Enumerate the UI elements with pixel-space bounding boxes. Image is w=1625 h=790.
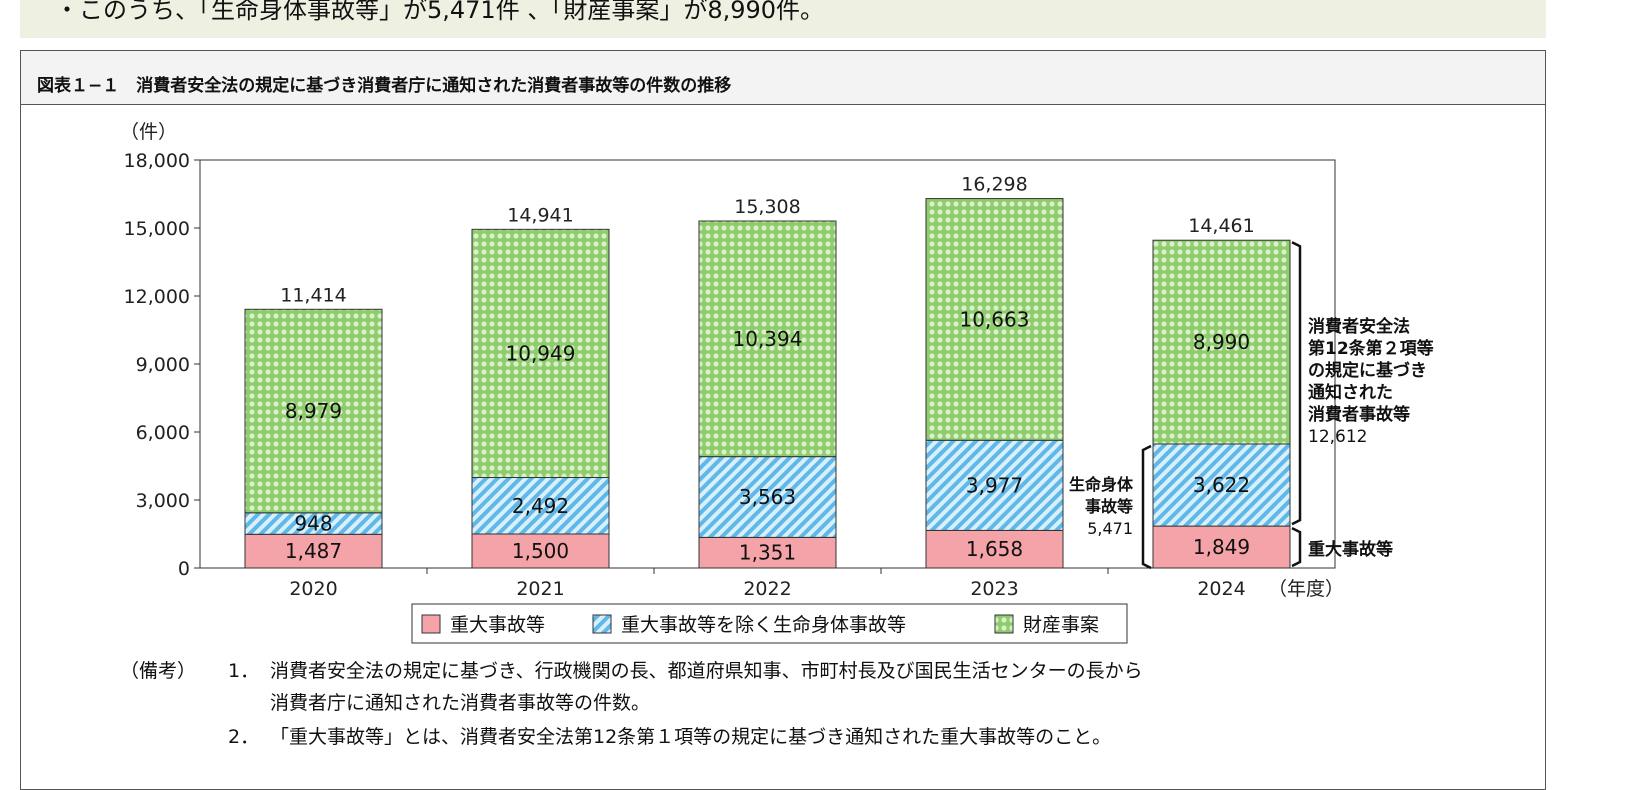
x-tick-label: 2022 xyxy=(743,578,791,600)
note-text: 消費者庁に通知された消費者事故等の件数。 xyxy=(270,692,651,714)
annotation-text: 5,471 xyxy=(1087,519,1133,538)
total-label: 16,298 xyxy=(961,174,1027,196)
figure-title-bar: 図表１−１ 消費者安全法の規定に基づき消費者庁に通知された消費者事故等の件数の推… xyxy=(21,51,1545,105)
note-number: 2． xyxy=(228,726,260,748)
bar-segment xyxy=(698,536,837,569)
data-label: 8,979 xyxy=(285,399,342,423)
bar-segment xyxy=(925,198,1064,441)
data-label: 3,622 xyxy=(1193,473,1250,497)
annotation-text: 生命身体 xyxy=(1069,475,1134,494)
x-tick-label: 2021 xyxy=(516,578,564,600)
annotation-text: 重大事故等 xyxy=(1308,539,1393,560)
annotation-text: の規定に基づき xyxy=(1308,360,1427,381)
annotation-text: 第12条第２項等 xyxy=(1308,338,1434,359)
bracket xyxy=(1291,526,1302,568)
bracket xyxy=(1291,241,1302,526)
x-tick-label: 2023 xyxy=(970,578,1018,600)
bar-segment xyxy=(471,533,610,569)
annotation-text: 消費者事故等 xyxy=(1308,404,1410,425)
data-label: 8,990 xyxy=(1193,330,1250,354)
bracket xyxy=(1141,444,1152,570)
bar-segment xyxy=(698,456,837,538)
y-tick-label: 0 xyxy=(178,558,190,580)
bar-segment xyxy=(925,529,1064,569)
data-label: 3,563 xyxy=(739,485,796,509)
legend-label: 重大事故等を除く生命身体事故等 xyxy=(621,614,906,636)
annotation-text: 12,612 xyxy=(1308,427,1367,447)
bar-segment xyxy=(244,308,383,514)
note-number: 1． xyxy=(228,660,260,682)
bar-segment xyxy=(925,439,1064,531)
bar-segment xyxy=(471,477,610,535)
data-label: 2,492 xyxy=(512,494,569,518)
y-tick-label: 15,000 xyxy=(124,218,190,240)
figure-title: 図表１−１ 消費者安全法の規定に基づき消費者庁に通知された消費者事故等の件数の推… xyxy=(37,76,732,96)
x-tick-label: 2020 xyxy=(289,578,337,600)
data-label: 1,351 xyxy=(739,541,796,565)
note-text: 「重大事故等」とは、消費者安全法第12条第１項等の規定に基づき通知された重大事故… xyxy=(270,726,1112,748)
x-axis-unit: （年度） xyxy=(1268,578,1344,600)
annotation-text: 事故等 xyxy=(1085,497,1133,516)
data-label: 1,500 xyxy=(512,539,569,563)
notes-label: （備考） xyxy=(120,660,197,682)
total-label: 11,414 xyxy=(280,284,346,306)
figure-box: 図表１−１ 消費者安全法の規定に基づき消費者庁に通知された消費者事故等の件数の推… xyxy=(20,50,1546,790)
data-label: 3,977 xyxy=(966,473,1023,497)
data-label: 948 xyxy=(294,512,332,536)
legend-swatch xyxy=(994,614,1014,634)
legend-label: 重大事故等 xyxy=(450,614,545,636)
y-tick-label: 9,000 xyxy=(136,354,190,376)
summary-band: ・このうち、「生命身体事故等」が5,471件 、「財産事案」が8,990件。 xyxy=(20,0,1546,38)
y-tick-label: 12,000 xyxy=(124,286,190,308)
legend-swatch xyxy=(592,614,612,634)
bar-segment xyxy=(471,228,610,479)
total-label: 14,461 xyxy=(1188,215,1254,237)
data-label: 1,487 xyxy=(285,539,342,563)
x-tick-label: 2024 xyxy=(1197,578,1245,600)
total-label: 14,941 xyxy=(507,204,573,226)
bar-segment xyxy=(698,220,837,458)
note-text: 消費者安全法の規定に基づき、行政機関の長、都道府県知事、市町村長及び国民生活セン… xyxy=(270,660,1143,682)
legend-swatch xyxy=(421,614,441,634)
y-tick-label: 6,000 xyxy=(136,422,190,444)
annotation-text: 消費者安全法 xyxy=(1308,316,1410,337)
y-tick-label: 18,000 xyxy=(124,150,190,172)
annotation-text: 通知された xyxy=(1308,382,1393,403)
data-label: 1,658 xyxy=(966,537,1023,561)
bar-segment xyxy=(1152,443,1291,527)
data-label: 10,394 xyxy=(733,327,803,351)
legend-label: 財産事案 xyxy=(1023,614,1099,636)
summary-text: ・このうち、「生命身体事故等」が5,471件 、「財産事案」が8,990件。 xyxy=(55,0,825,24)
data-label: 10,949 xyxy=(506,341,576,365)
total-label: 15,308 xyxy=(734,196,800,218)
data-label: 10,663 xyxy=(960,307,1030,331)
bar-segment xyxy=(1152,239,1291,445)
data-label: 1,849 xyxy=(1193,535,1250,559)
bar-segment xyxy=(244,533,383,569)
y-axis-unit: （件） xyxy=(120,121,177,143)
y-tick-label: 3,000 xyxy=(136,490,190,512)
